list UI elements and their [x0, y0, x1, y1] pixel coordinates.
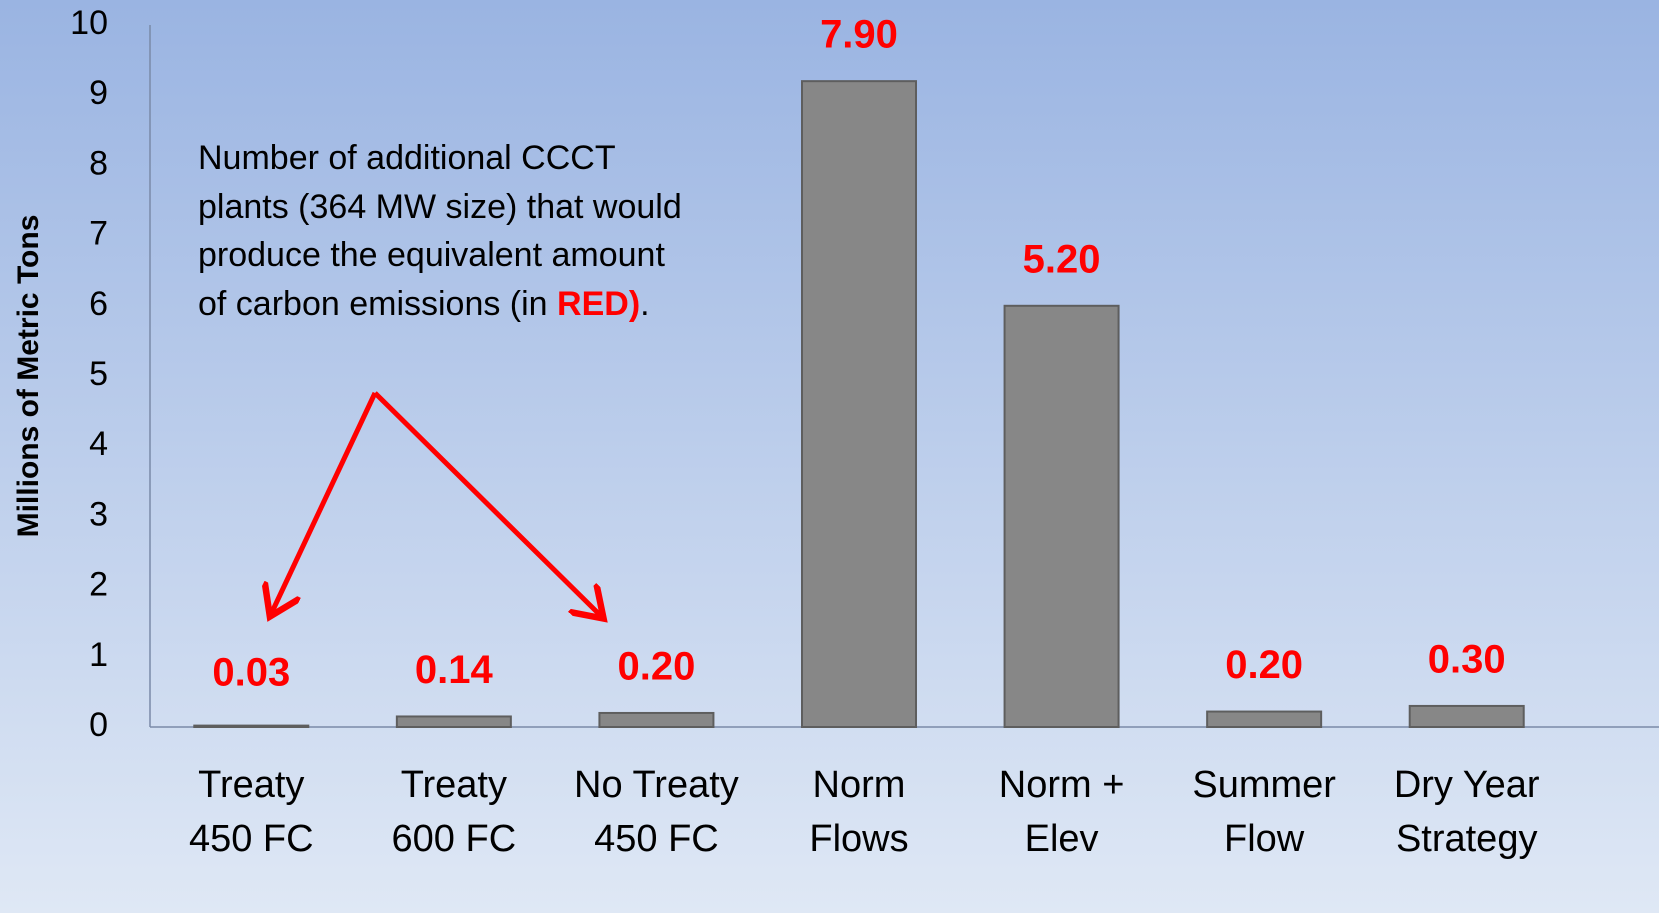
y-tick-label: 7 [89, 215, 108, 253]
x-tick-label: Strategy [1396, 818, 1538, 860]
x-tick-label: Dry Year [1394, 764, 1540, 806]
x-tick-label: Elev [1025, 818, 1099, 860]
bar [1003, 304, 1120, 728]
y-tick-label: 3 [89, 495, 108, 533]
data-label: 5.20 [1023, 237, 1101, 281]
x-tick-label: Flows [809, 818, 908, 860]
x-tick-label: 600 FC [392, 818, 517, 860]
y-tick-label: 0 [89, 706, 108, 744]
bar [193, 724, 310, 729]
y-tick-label: 4 [89, 425, 108, 463]
y-tick-label: 6 [89, 285, 108, 323]
x-tick-label: 450 FC [594, 818, 719, 860]
y-tick-label: 2 [89, 566, 108, 604]
y-tick-label: 5 [89, 355, 108, 393]
x-tick-label: Treaty [401, 764, 507, 806]
y-tick-label: 10 [70, 4, 108, 42]
data-label: 0.03 [212, 651, 290, 695]
y-tick-label: 9 [89, 74, 108, 112]
data-label: 7.90 [820, 13, 898, 57]
arrow [373, 391, 600, 615]
bar [395, 715, 512, 728]
y-axis-title: Millions of Metric Tons [12, 215, 45, 538]
bar [1408, 704, 1525, 729]
x-tick-label: Summer [1192, 764, 1336, 806]
bar [801, 80, 917, 729]
x-tick-label: 450 FC [189, 818, 314, 860]
annotation-end: . [640, 284, 650, 323]
data-label: 0.14 [415, 648, 494, 692]
x-tick-label: Treaty [198, 764, 304, 806]
bar [598, 711, 715, 729]
data-label: 0.30 [1428, 638, 1506, 682]
x-tick-label: Flow [1224, 818, 1305, 860]
annotation: Number of additional CCCT plants (364 MW… [198, 134, 698, 328]
annotation-text: Number of additional CCCT plants (364 MW… [198, 139, 682, 323]
x-tick-label: Norm + [999, 764, 1125, 806]
data-label: 0.20 [617, 645, 695, 689]
annotation-emphasis: RED) [557, 284, 641, 323]
data-label: 0.20 [1225, 643, 1303, 687]
y-tick-label: 8 [89, 144, 108, 182]
bar [1206, 710, 1323, 729]
x-tick-label: Norm [813, 764, 906, 806]
arrow [272, 391, 378, 612]
x-tick-label: No Treaty [574, 764, 739, 806]
y-tick-label: 1 [89, 636, 108, 674]
